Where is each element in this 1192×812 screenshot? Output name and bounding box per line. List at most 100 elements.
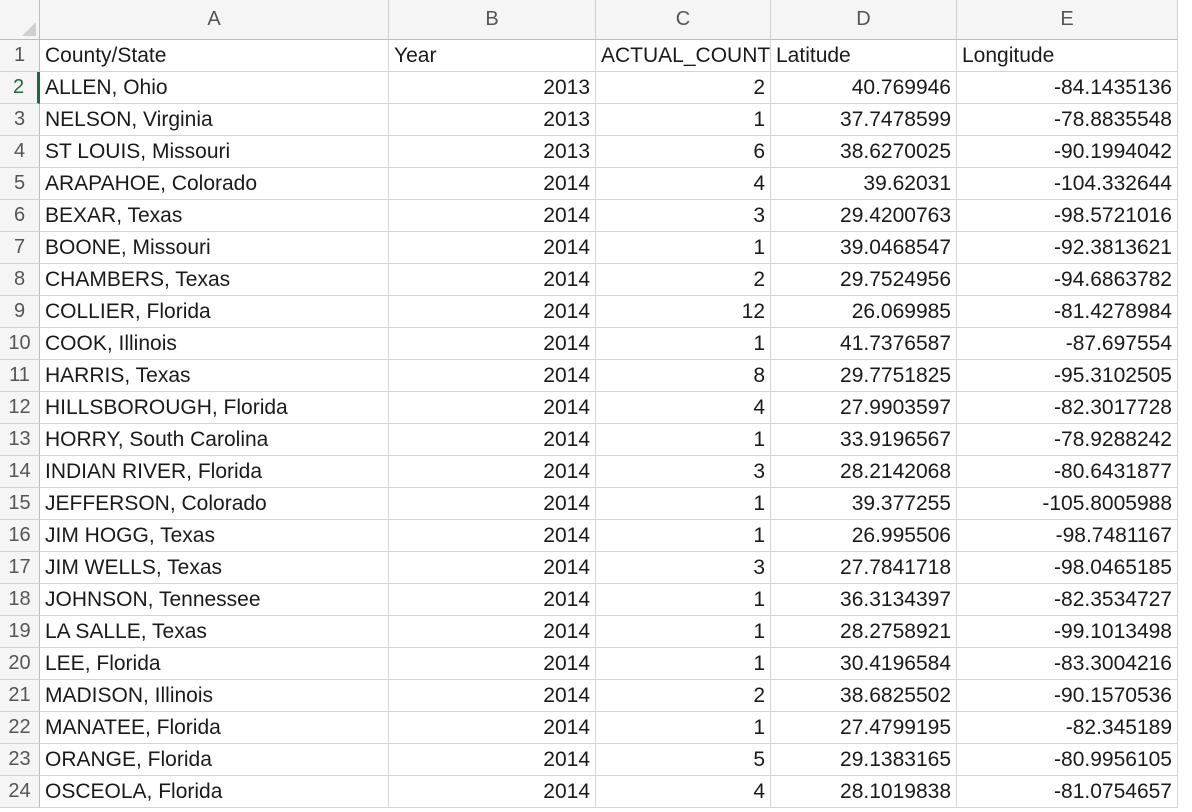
cell-longitude[interactable]: -78.9288242	[957, 424, 1178, 456]
cell-year[interactable]: 2013	[389, 72, 596, 104]
cell-year[interactable]: 2014	[389, 616, 596, 648]
row-header[interactable]: 12	[0, 392, 40, 424]
cell-year[interactable]: 2014	[389, 712, 596, 744]
cell-actual-count[interactable]: 4	[596, 392, 771, 424]
row-header[interactable]: 15	[0, 488, 40, 520]
cell-county-state[interactable]: County/State	[40, 40, 389, 72]
cell-actual-count[interactable]: 1	[596, 712, 771, 744]
cell-longitude[interactable]: -90.1570536	[957, 680, 1178, 712]
cell-county-state[interactable]: JIM WELLS, Texas	[40, 552, 389, 584]
cell-actual-count[interactable]: 1	[596, 232, 771, 264]
row-header[interactable]: 11	[0, 360, 40, 392]
row-header[interactable]: 16	[0, 520, 40, 552]
cell-county-state[interactable]: LA SALLE, Texas	[40, 616, 389, 648]
row-header[interactable]: 24	[0, 776, 40, 808]
cell-actual-count[interactable]: 6	[596, 136, 771, 168]
cell-latitude[interactable]: 40.769946	[771, 72, 957, 104]
row-header[interactable]: 19	[0, 616, 40, 648]
cell-longitude[interactable]: -92.3813621	[957, 232, 1178, 264]
cell-actual-count[interactable]: 1	[596, 424, 771, 456]
cell-latitude[interactable]: 38.6270025	[771, 136, 957, 168]
cell-county-state[interactable]: COOK, Illinois	[40, 328, 389, 360]
cell-longitude[interactable]: -81.0754657	[957, 776, 1178, 808]
cell-longitude[interactable]: -81.4278984	[957, 296, 1178, 328]
cell-latitude[interactable]: 29.7524956	[771, 264, 957, 296]
cell-actual-count[interactable]: 2	[596, 680, 771, 712]
row-header[interactable]: 20	[0, 648, 40, 680]
cell-year[interactable]: 2014	[389, 360, 596, 392]
cell-latitude[interactable]: 39.377255	[771, 488, 957, 520]
cell-longitude[interactable]: -80.9956105	[957, 744, 1178, 776]
cell-county-state[interactable]: BEXAR, Texas	[40, 200, 389, 232]
row-header[interactable]: 14	[0, 456, 40, 488]
cell-actual-count[interactable]: 1	[596, 616, 771, 648]
cell-actual-count[interactable]: ACTUAL_COUNT	[596, 40, 771, 72]
cell-latitude[interactable]: 27.4799195	[771, 712, 957, 744]
cell-longitude[interactable]: -94.6863782	[957, 264, 1178, 296]
cell-latitude[interactable]: 29.4200763	[771, 200, 957, 232]
cell-actual-count[interactable]: 1	[596, 104, 771, 136]
cell-actual-count[interactable]: 3	[596, 456, 771, 488]
cell-latitude[interactable]: 26.995506	[771, 520, 957, 552]
cell-actual-count[interactable]: 3	[596, 552, 771, 584]
cell-latitude[interactable]: 37.7478599	[771, 104, 957, 136]
cell-latitude[interactable]: 28.1019838	[771, 776, 957, 808]
column-header-e[interactable]: E	[957, 0, 1178, 40]
column-header-c[interactable]: C	[596, 0, 771, 40]
cell-actual-count[interactable]: 12	[596, 296, 771, 328]
cell-year[interactable]: 2014	[389, 520, 596, 552]
cell-longitude[interactable]: -104.332644	[957, 168, 1178, 200]
cell-latitude[interactable]: 39.62031	[771, 168, 957, 200]
cell-latitude[interactable]: 29.1383165	[771, 744, 957, 776]
cell-year[interactable]: 2014	[389, 680, 596, 712]
cell-year[interactable]: 2014	[389, 744, 596, 776]
row-header[interactable]: 2	[0, 72, 40, 104]
cell-actual-count[interactable]: 3	[596, 200, 771, 232]
row-header[interactable]: 13	[0, 424, 40, 456]
cell-longitude[interactable]: -95.3102505	[957, 360, 1178, 392]
cell-county-state[interactable]: ARAPAHOE, Colorado	[40, 168, 389, 200]
cell-actual-count[interactable]: 2	[596, 72, 771, 104]
cell-actual-count[interactable]: 1	[596, 488, 771, 520]
cell-actual-count[interactable]: 8	[596, 360, 771, 392]
cell-longitude[interactable]: -84.1435136	[957, 72, 1178, 104]
cell-actual-count[interactable]: 1	[596, 584, 771, 616]
cell-latitude[interactable]: 27.9903597	[771, 392, 957, 424]
row-header[interactable]: 8	[0, 264, 40, 296]
cell-county-state[interactable]: NELSON, Virginia	[40, 104, 389, 136]
row-header[interactable]: 22	[0, 712, 40, 744]
cell-actual-count[interactable]: 1	[596, 648, 771, 680]
cell-year[interactable]: 2014	[389, 328, 596, 360]
cell-county-state[interactable]: MANATEE, Florida	[40, 712, 389, 744]
cell-longitude[interactable]: -87.697554	[957, 328, 1178, 360]
cell-longitude[interactable]: -78.8835548	[957, 104, 1178, 136]
cell-longitude[interactable]: -98.7481167	[957, 520, 1178, 552]
cell-county-state[interactable]: HILLSBOROUGH, Florida	[40, 392, 389, 424]
cell-longitude[interactable]: -82.3534727	[957, 584, 1178, 616]
cell-year[interactable]: 2014	[389, 168, 596, 200]
row-header[interactable]: 17	[0, 552, 40, 584]
cell-year[interactable]: 2014	[389, 232, 596, 264]
cell-county-state[interactable]: CHAMBERS, Texas	[40, 264, 389, 296]
cell-county-state[interactable]: LEE, Florida	[40, 648, 389, 680]
cell-actual-count[interactable]: 5	[596, 744, 771, 776]
row-header[interactable]: 4	[0, 136, 40, 168]
cell-latitude[interactable]: 26.069985	[771, 296, 957, 328]
cell-year[interactable]: 2013	[389, 104, 596, 136]
cell-latitude[interactable]: 36.3134397	[771, 584, 957, 616]
cell-county-state[interactable]: HARRIS, Texas	[40, 360, 389, 392]
cell-latitude[interactable]: 29.7751825	[771, 360, 957, 392]
cell-actual-count[interactable]: 1	[596, 520, 771, 552]
row-header[interactable]: 3	[0, 104, 40, 136]
cell-latitude[interactable]: 41.7376587	[771, 328, 957, 360]
cell-latitude[interactable]: 38.6825502	[771, 680, 957, 712]
cell-year[interactable]: 2014	[389, 264, 596, 296]
cell-longitude[interactable]: -98.5721016	[957, 200, 1178, 232]
cell-county-state[interactable]: ST LOUIS, Missouri	[40, 136, 389, 168]
column-header-d[interactable]: D	[771, 0, 957, 40]
cell-longitude[interactable]: -83.3004216	[957, 648, 1178, 680]
cell-latitude[interactable]: 27.7841718	[771, 552, 957, 584]
cell-county-state[interactable]: HORRY, South Carolina	[40, 424, 389, 456]
cell-year[interactable]: 2014	[389, 424, 596, 456]
row-header[interactable]: 10	[0, 328, 40, 360]
